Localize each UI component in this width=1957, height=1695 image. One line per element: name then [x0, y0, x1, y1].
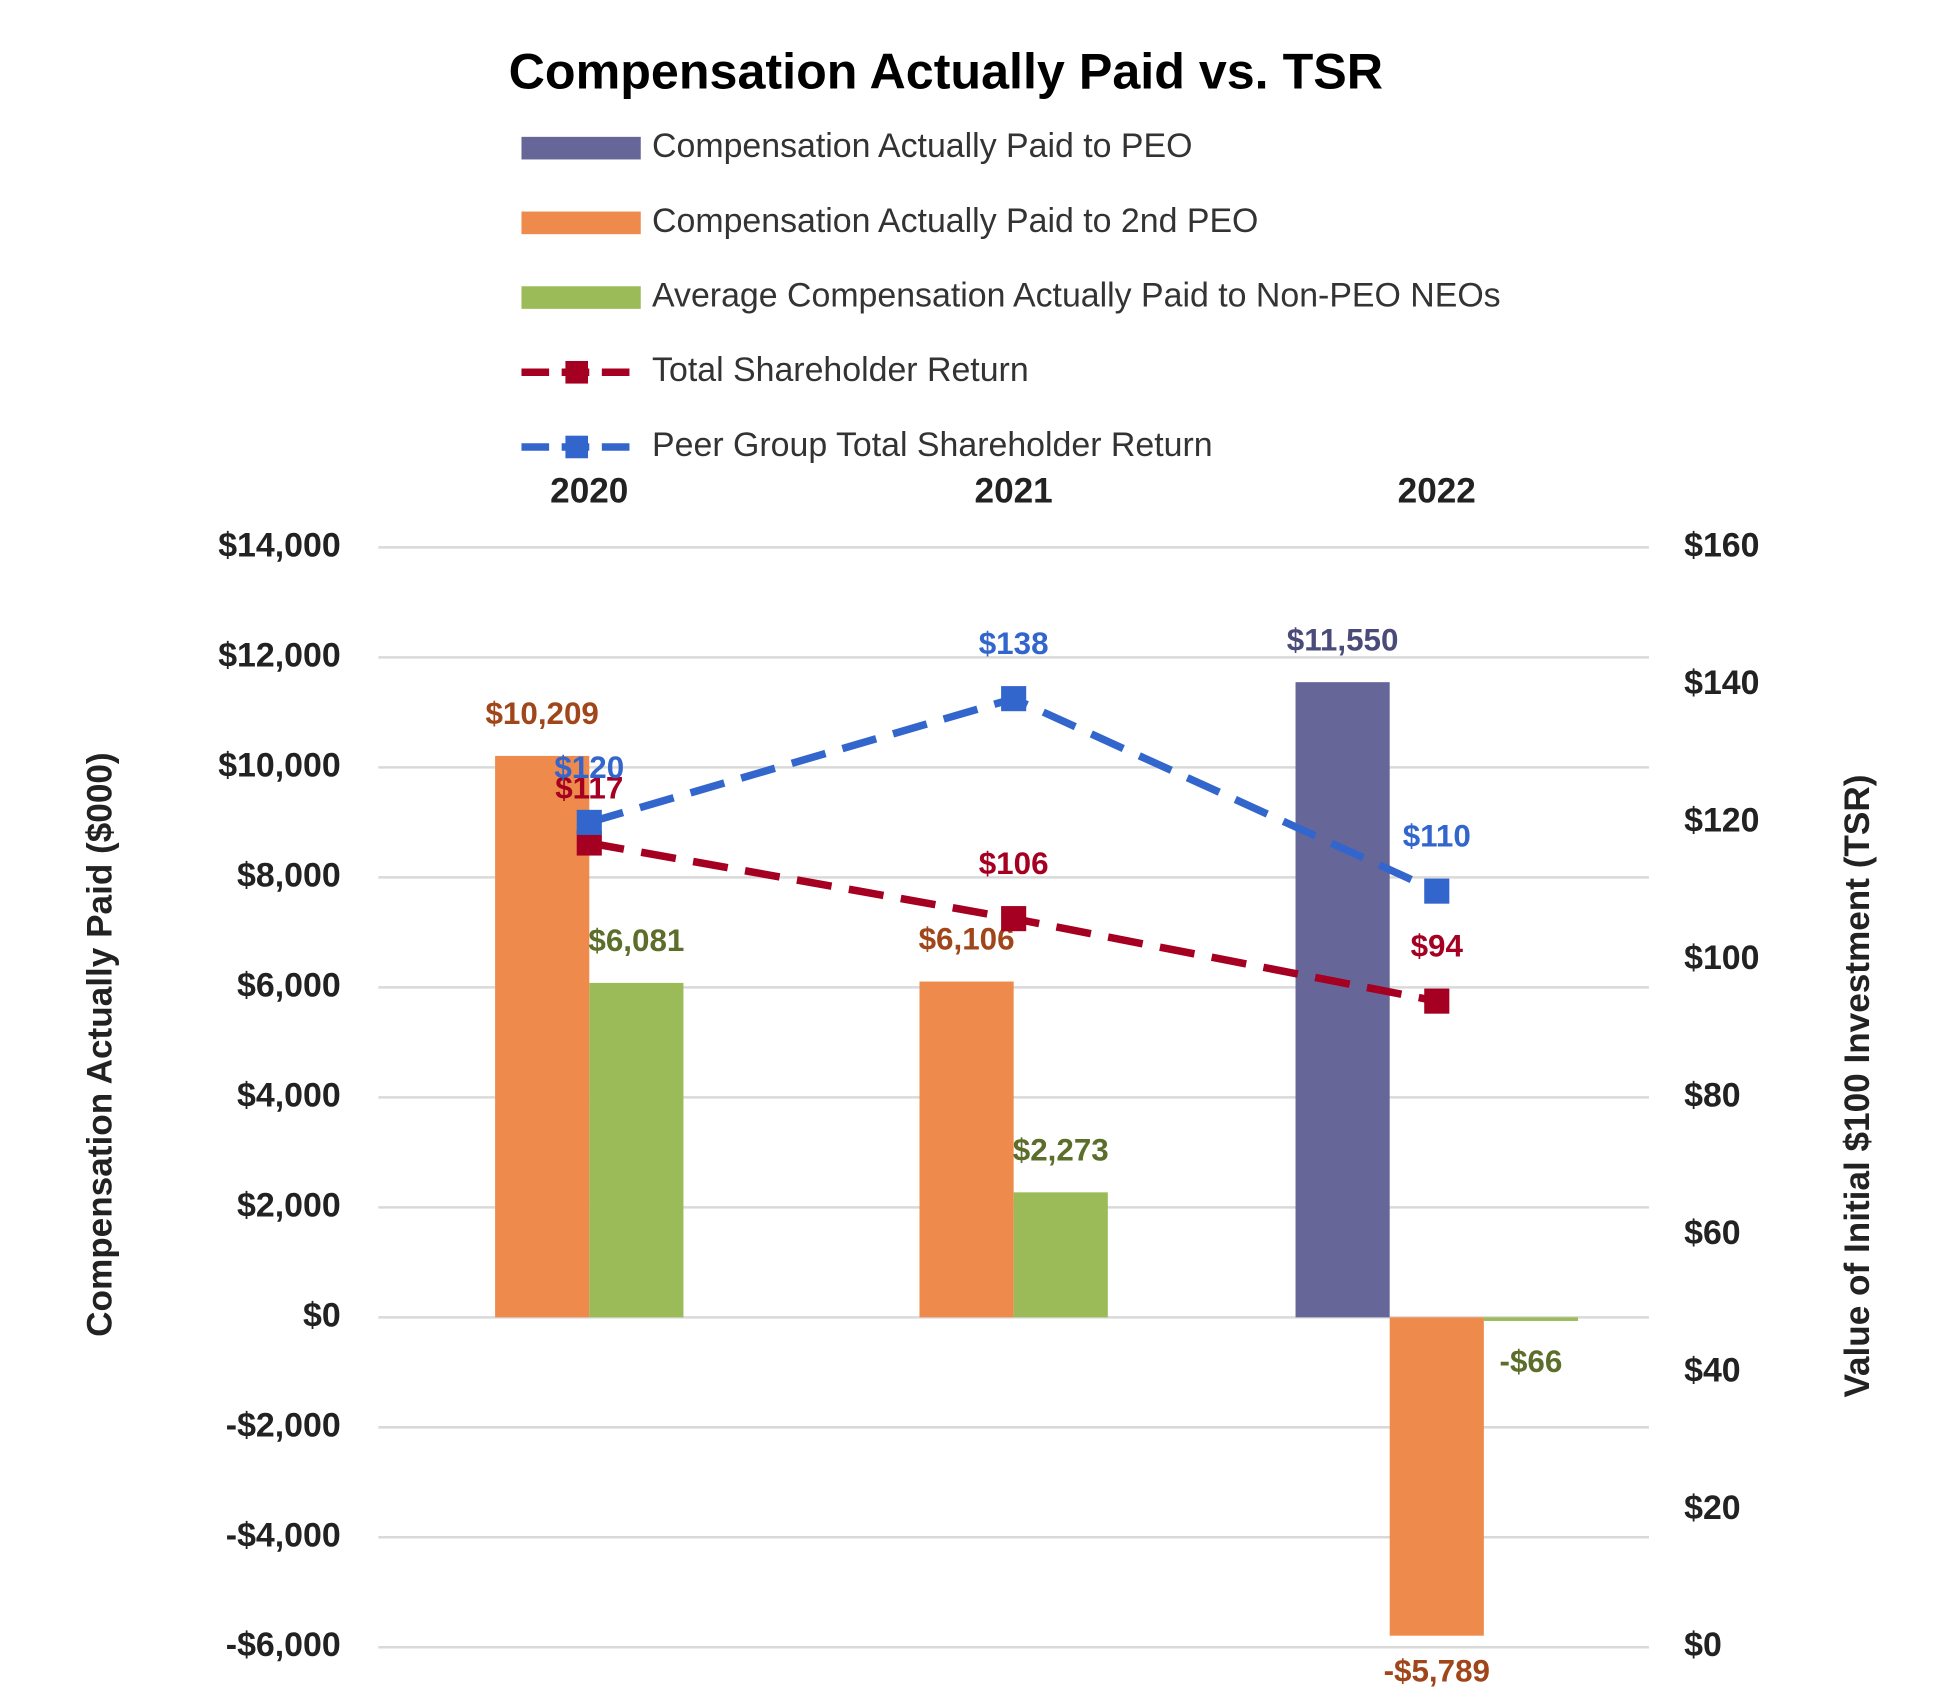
value-label: $2,273 — [1013, 1132, 1109, 1167]
y2-tick-label: $80 — [1684, 1076, 1741, 1114]
bar — [1295, 682, 1390, 1318]
legend-label: Compensation Actually Paid to PEO — [652, 127, 1192, 165]
y-tick-label: -$2,000 — [226, 1406, 341, 1444]
line-marker — [1424, 988, 1450, 1014]
value-label: $11,550 — [1287, 622, 1399, 657]
line-marker — [576, 809, 602, 835]
y-tick-label: $2,000 — [237, 1186, 341, 1224]
y2-tick-label: $160 — [1684, 526, 1759, 564]
value-label: -$5,789 — [1384, 1654, 1490, 1689]
x-tick-label: 2020 — [550, 472, 628, 511]
value-label: -$66 — [1500, 1344, 1563, 1379]
legend-swatch — [521, 211, 641, 235]
value-label: $106 — [979, 846, 1049, 881]
y2-tick-label: $60 — [1684, 1214, 1741, 1252]
y2-tick-label: $20 — [1684, 1489, 1741, 1527]
line-marker — [1001, 686, 1027, 712]
x-tick-label: 2022 — [1398, 472, 1476, 511]
value-label: $94 — [1411, 929, 1464, 964]
value-label: $117 — [555, 771, 623, 806]
legend-label: Average Compensation Actually Paid to No… — [652, 277, 1501, 315]
legend-label: Total Shareholder Return — [652, 351, 1029, 389]
y-tick-label: $4,000 — [237, 1076, 341, 1114]
chart-title: Compensation Actually Paid vs. TSR — [509, 44, 1383, 100]
line-marker — [1001, 906, 1027, 932]
legend-swatch — [521, 136, 641, 160]
value-label: $6,081 — [588, 923, 684, 958]
y2-tick-label: $120 — [1684, 801, 1759, 839]
bar — [1483, 1317, 1579, 1321]
y2-axis-title: Value of Initial $100 Investment (TSR) — [1838, 775, 1877, 1398]
y2-tick-label: $100 — [1684, 939, 1759, 977]
y-tick-label: $14,000 — [218, 526, 340, 564]
legend-marker — [565, 435, 589, 459]
x-tick-label: 2021 — [975, 472, 1053, 511]
value-label: $120 — [554, 750, 624, 785]
bar — [589, 982, 684, 1318]
bar — [1389, 1317, 1484, 1636]
value-label: $6,106 — [919, 922, 1015, 957]
legend-label: Compensation Actually Paid to 2nd PEO — [652, 202, 1258, 240]
y-tick-label: -$4,000 — [226, 1516, 341, 1554]
bar — [1013, 1192, 1108, 1318]
value-label: $110 — [1403, 819, 1471, 854]
y-tick-label: $8,000 — [237, 856, 341, 894]
y2-tick-label: $0 — [1684, 1626, 1722, 1664]
y-tick-label: -$6,000 — [226, 1626, 341, 1664]
y-tick-label: $12,000 — [218, 636, 340, 674]
legend-swatch — [521, 286, 641, 309]
line-marker — [1424, 878, 1450, 904]
y-tick-label: $6,000 — [237, 966, 341, 1004]
legend-marker — [565, 360, 589, 384]
y2-tick-label: $140 — [1684, 664, 1759, 702]
value-label: $10,209 — [485, 696, 598, 731]
bar — [919, 981, 1014, 1318]
y2-tick-label: $40 — [1684, 1351, 1741, 1389]
bar — [495, 755, 590, 1318]
y-tick-label: $10,000 — [218, 746, 340, 784]
y-tick-label: $0 — [303, 1296, 341, 1334]
y-axis-title: Compensation Actually Paid ($000) — [80, 752, 119, 1337]
value-label: $138 — [979, 626, 1049, 661]
legend-label: Peer Group Total Shareholder Return — [652, 426, 1213, 464]
